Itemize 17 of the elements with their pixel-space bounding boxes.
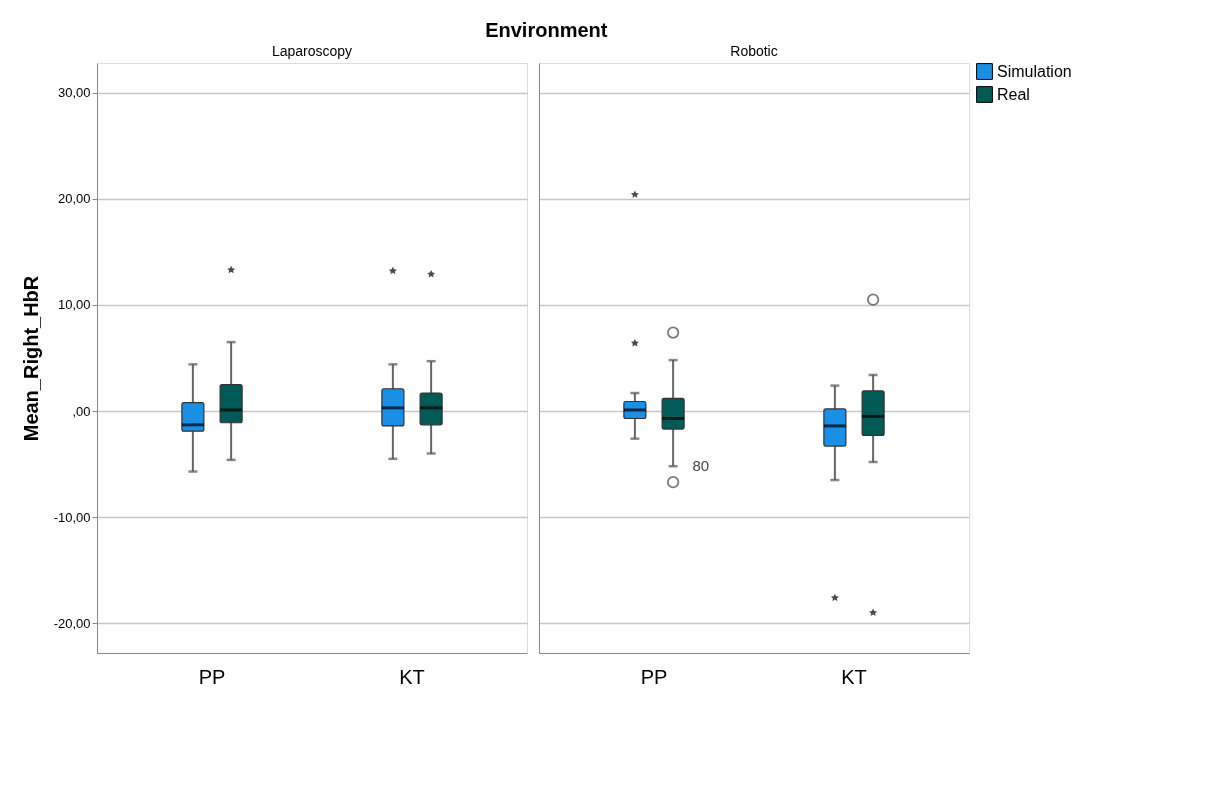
x-tick-label: PP bbox=[198, 665, 226, 688]
legend-label: Real bbox=[997, 85, 1030, 103]
y-tick-label: 30,00 bbox=[57, 85, 91, 101]
legend-label: Simulation bbox=[997, 62, 1072, 80]
chart-subtitle: Laparoscopy bbox=[271, 43, 353, 59]
y-tick-label: 20,00 bbox=[57, 191, 91, 207]
y-tick-label: ,00 bbox=[72, 403, 91, 419]
x-tick-label: PP bbox=[640, 665, 668, 688]
x-tick-label: KT bbox=[399, 665, 425, 688]
y-axis-title: Mean_Right_HbR bbox=[19, 275, 42, 442]
y-tick-label: 10,00 bbox=[57, 297, 91, 313]
annotation: 80 bbox=[692, 456, 710, 474]
y-tick-label: -20,00 bbox=[53, 615, 91, 631]
chart-subtitle: Robotic bbox=[730, 43, 778, 59]
x-tick-label: KT bbox=[841, 665, 867, 688]
chart-title: Environment bbox=[485, 18, 608, 41]
y-tick-label: -10,00 bbox=[53, 509, 91, 525]
